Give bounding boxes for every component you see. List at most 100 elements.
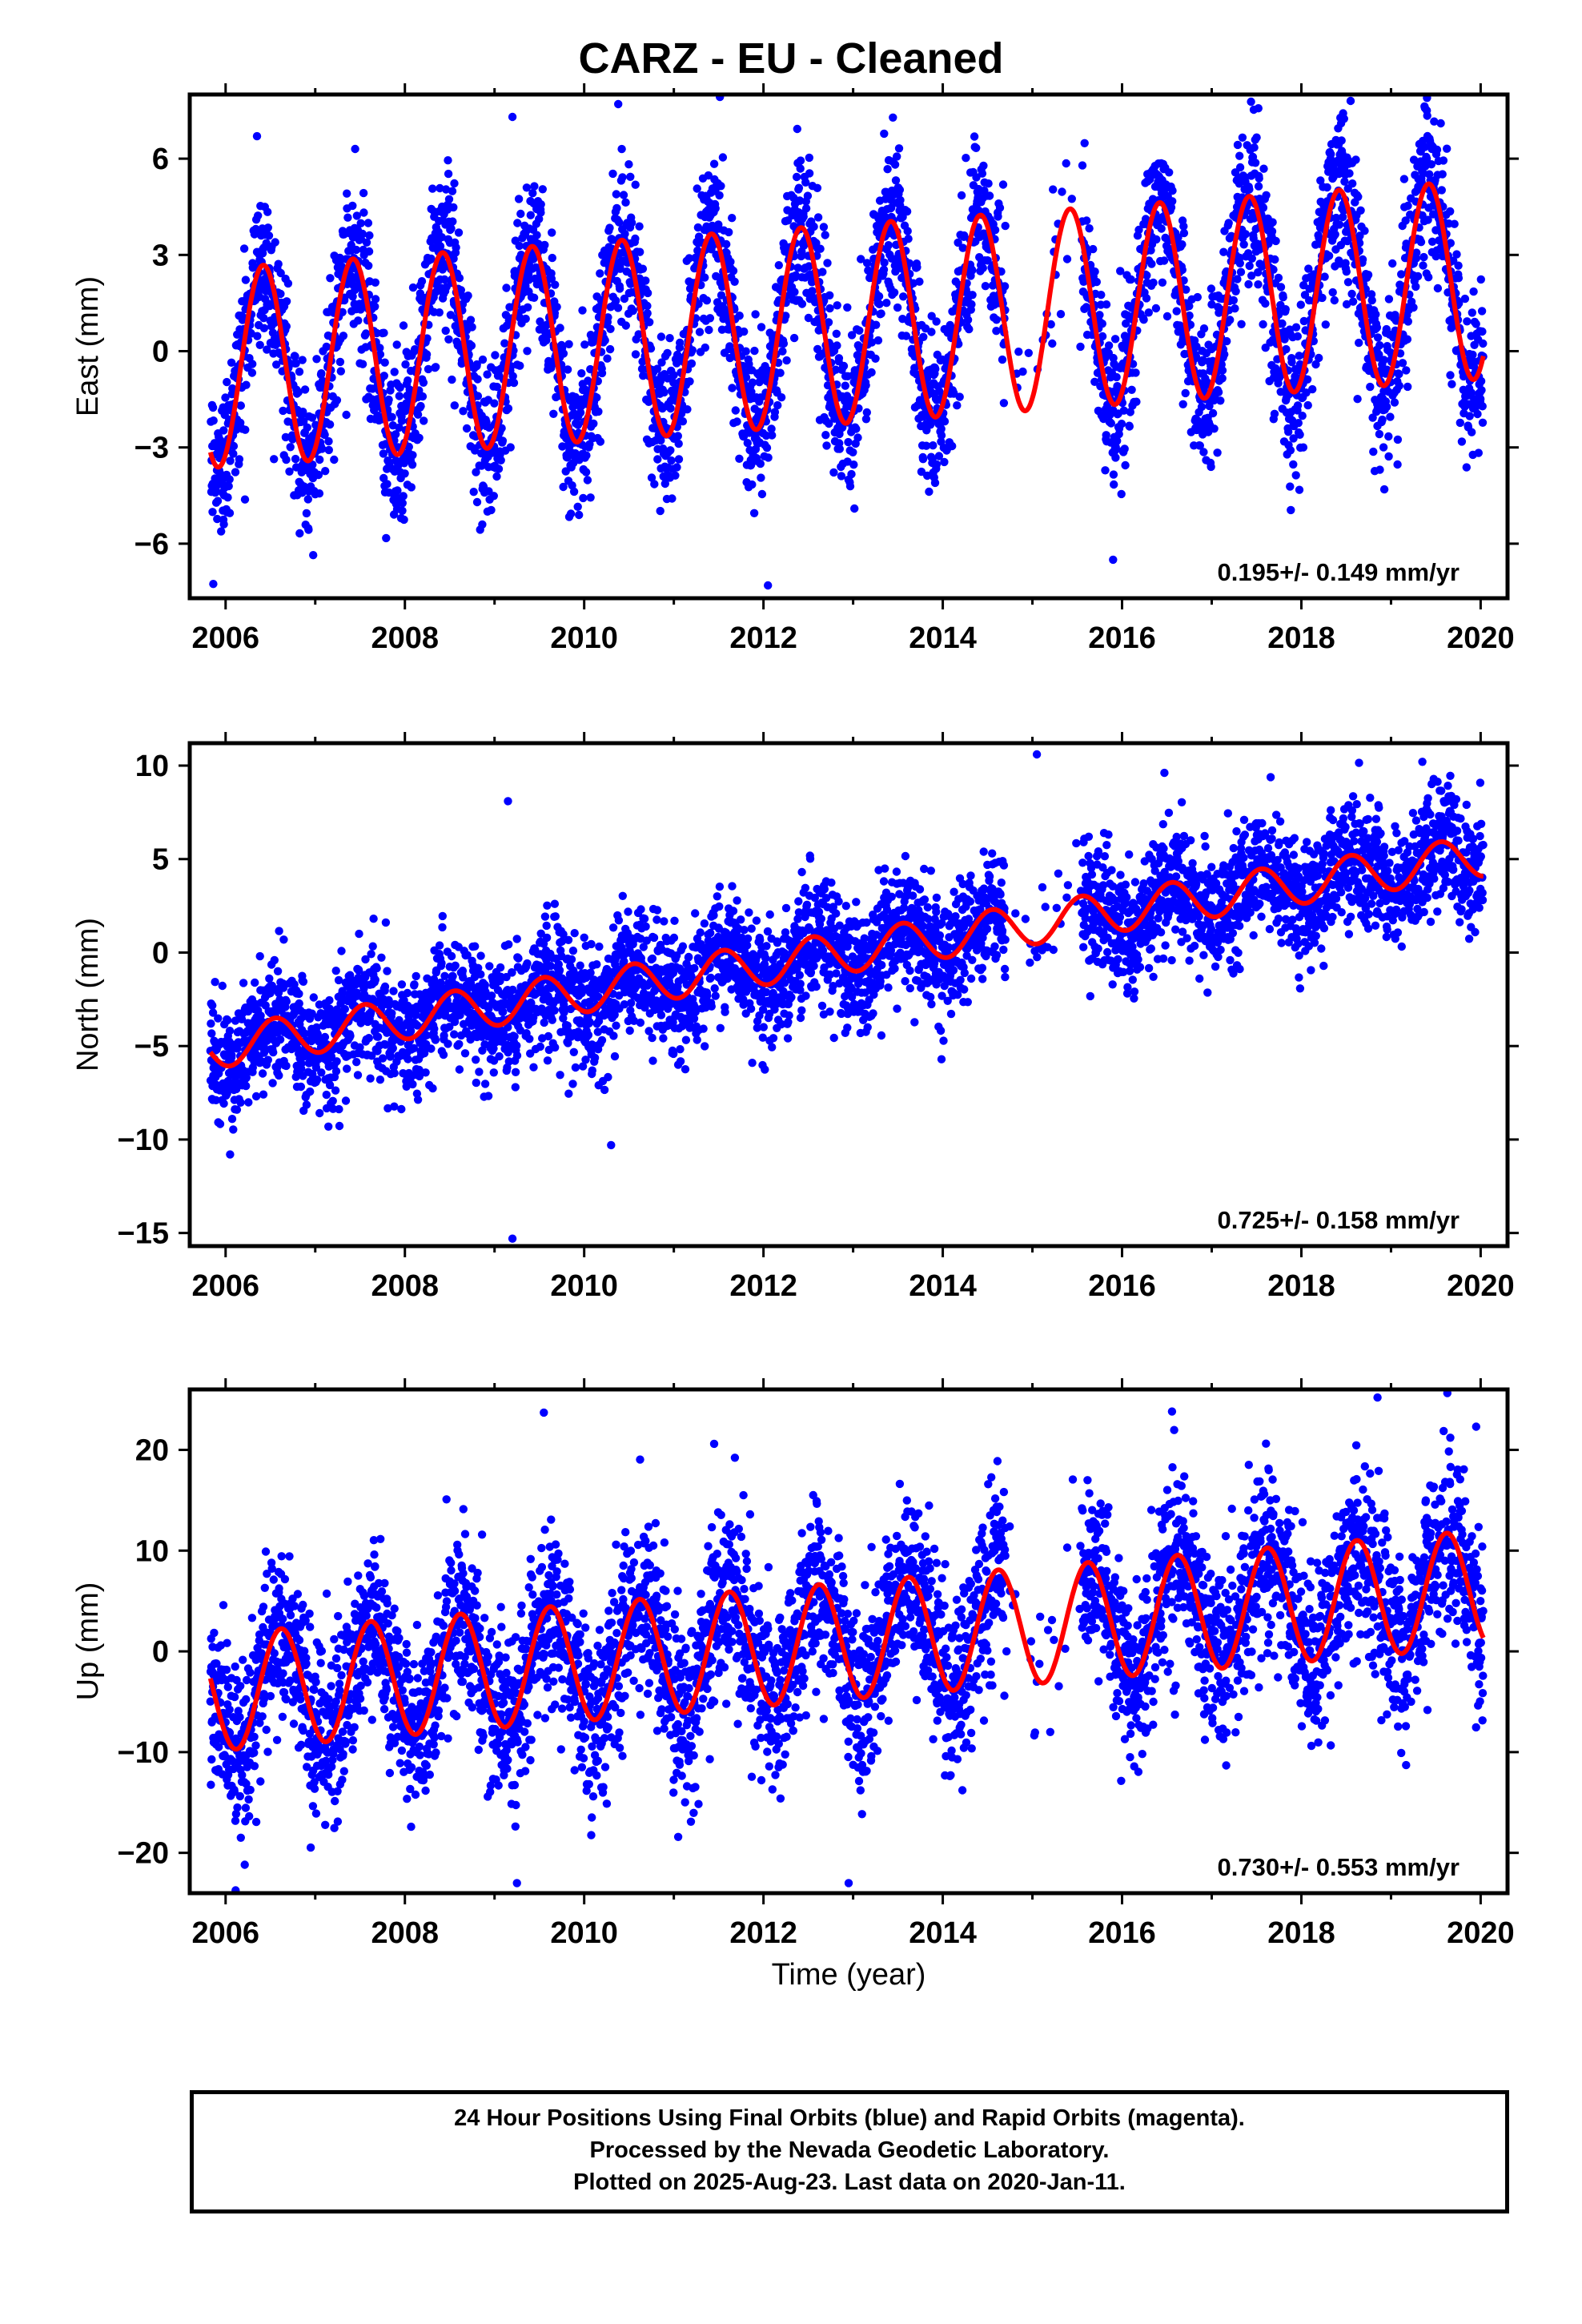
data-point (251, 224, 260, 234)
data-point (824, 318, 833, 327)
data-point (241, 425, 250, 434)
data-point (1178, 400, 1187, 408)
data-point (1199, 448, 1208, 456)
data-point (661, 479, 669, 489)
data-point (674, 439, 683, 448)
x-tick-label: 2012 (729, 621, 797, 655)
data-point (573, 502, 582, 511)
data-point (437, 233, 446, 242)
data-point (285, 467, 294, 476)
data-point (731, 406, 740, 415)
data-point (813, 183, 822, 192)
data-point (364, 261, 373, 270)
data-point (741, 347, 750, 356)
data-point (515, 241, 524, 251)
data-point (867, 338, 877, 347)
data-point (367, 950, 375, 959)
data-point (401, 360, 410, 369)
data-point (750, 346, 759, 356)
data-point (656, 332, 666, 341)
data-point (506, 443, 515, 452)
data-point (825, 291, 834, 300)
data-point (1286, 446, 1295, 455)
data-point (1216, 396, 1225, 405)
data-point (556, 324, 564, 332)
data-point (1348, 179, 1357, 188)
data-point (748, 480, 757, 489)
data-point (1254, 280, 1263, 289)
data-point (1207, 462, 1215, 472)
data-point (612, 190, 620, 199)
data-point (1274, 273, 1283, 283)
data-point (538, 185, 547, 194)
data-point (291, 352, 299, 361)
data-point (1403, 335, 1412, 344)
data-point (298, 356, 307, 364)
data-point (226, 456, 235, 465)
data-point (1219, 247, 1228, 256)
data-point (1245, 261, 1254, 271)
data-point (954, 238, 962, 247)
data-point (1403, 317, 1413, 326)
data-point (647, 473, 656, 482)
data-point (209, 416, 218, 425)
data-point (1117, 489, 1126, 499)
data-point (1399, 175, 1409, 183)
data-point (937, 424, 946, 433)
data-point (1255, 174, 1263, 183)
data-point (419, 378, 428, 387)
data-point (757, 489, 767, 499)
data-point (1237, 320, 1246, 328)
data-point (925, 487, 934, 497)
data-point (819, 223, 829, 231)
data-point (594, 407, 603, 416)
data-point (1443, 144, 1452, 153)
data-point (1390, 398, 1399, 407)
data-point (910, 364, 919, 372)
data-point (683, 405, 692, 414)
data-point (636, 247, 644, 256)
data-point (1149, 278, 1158, 287)
data-point (223, 493, 232, 502)
data-point (432, 363, 440, 372)
data-point (1179, 228, 1189, 238)
data-point (899, 292, 908, 301)
data-point (396, 383, 404, 392)
data-point (621, 198, 630, 207)
data-point (528, 189, 537, 198)
data-point (514, 195, 524, 203)
data-point (498, 436, 508, 445)
data-point (998, 355, 1007, 364)
data-point (415, 433, 424, 442)
data-point (393, 486, 402, 495)
data-point (351, 144, 359, 154)
data-point (839, 361, 849, 371)
data-point (665, 334, 674, 343)
data-point (378, 1054, 387, 1063)
chart-panel-0: 2006 2008 2010 2012 2014 2016 2018 2020−6−3036E… (71, 83, 1519, 655)
data-point (592, 393, 601, 402)
data-point (1132, 397, 1141, 406)
data-point (717, 182, 725, 191)
data-point (663, 348, 672, 358)
data-point (416, 401, 425, 411)
data-point (271, 238, 279, 247)
data-point (608, 169, 617, 179)
data-point (934, 452, 944, 460)
data-point (516, 361, 524, 370)
data-point (1001, 221, 1010, 231)
data-point (530, 182, 539, 191)
data-point (1424, 273, 1433, 282)
data-point (880, 129, 889, 139)
data-point (368, 942, 377, 951)
data-point (235, 455, 244, 464)
data-point (774, 261, 783, 270)
data-point (291, 359, 300, 368)
data-point (850, 504, 859, 513)
data-point (985, 191, 994, 200)
data-point (637, 364, 647, 373)
data-point (1197, 402, 1207, 412)
data-point (972, 143, 981, 152)
data-point (397, 416, 407, 425)
data-point (1347, 289, 1356, 299)
